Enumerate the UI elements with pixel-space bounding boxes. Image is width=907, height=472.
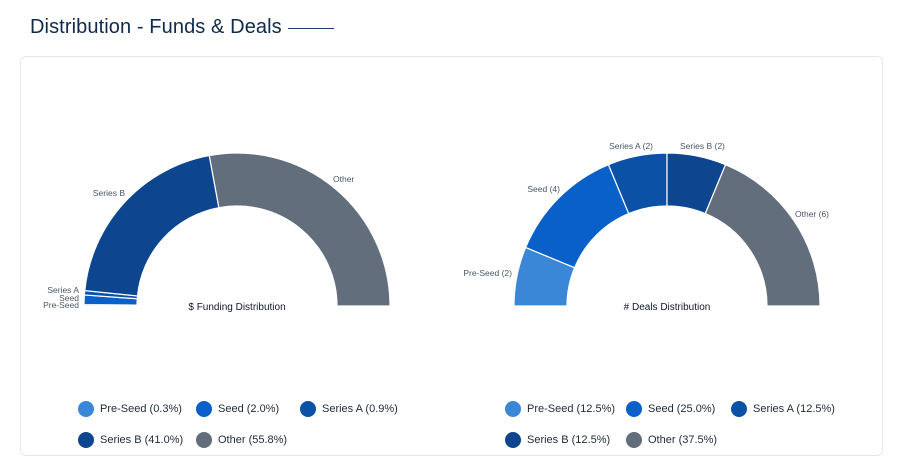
legend-swatch bbox=[196, 401, 212, 417]
slice-label-series-b: Series B bbox=[93, 188, 125, 198]
legend-swatch bbox=[300, 401, 316, 417]
legend-item-other[interactable]: Other (37.5%) bbox=[626, 432, 717, 448]
legend-item-series-a[interactable]: Series A (12.5%) bbox=[731, 401, 835, 417]
chart-title: # Deals Distribution bbox=[624, 302, 711, 313]
legend-label: Pre-Seed (12.5%) bbox=[527, 403, 616, 415]
legend-swatch bbox=[626, 401, 642, 417]
legend-item-other[interactable]: Other (55.8%) bbox=[196, 432, 287, 448]
slice-label-seed: Seed (4) bbox=[527, 184, 560, 194]
legend-label: Other (55.8%) bbox=[218, 434, 288, 446]
legend-item-pre-seed[interactable]: Pre-Seed (0.3%) bbox=[78, 401, 182, 417]
legend-label: Seed (2.0%) bbox=[218, 403, 280, 415]
legend-label: Seed (25.0%) bbox=[648, 403, 716, 415]
slice-label-series-a: Series A bbox=[47, 285, 79, 295]
legend-swatch bbox=[731, 401, 747, 417]
legend-swatch bbox=[78, 432, 94, 448]
page-title: Distribution - Funds & Deals bbox=[30, 16, 334, 39]
legend-swatch bbox=[505, 401, 521, 417]
legend-label: Series A (0.9%) bbox=[322, 403, 398, 415]
legend-item-series-b[interactable]: Series B (41.0%) bbox=[78, 432, 183, 448]
slice-label-series-b: Series B (2) bbox=[680, 141, 725, 151]
legend-label: Pre-Seed (0.3%) bbox=[100, 403, 182, 415]
page-title-text: Distribution - Funds & Deals bbox=[30, 16, 282, 38]
half-donut-chart-2: Pre-Seed (2) Seed (4) Series A (2) Series B… bbox=[463, 141, 829, 313]
slice-label-other: Other bbox=[333, 174, 354, 184]
slice-other[interactable] bbox=[208, 152, 391, 307]
chart-title: $ Funding Distribution bbox=[188, 302, 285, 313]
legend-item-series-a[interactable]: Series A (0.9%) bbox=[300, 401, 398, 417]
legend-item-seed[interactable]: Seed (25.0%) bbox=[626, 401, 715, 417]
legend-swatch bbox=[626, 432, 642, 448]
slice-label-other: Other (6) bbox=[795, 209, 829, 219]
legend-label: Series A (12.5%) bbox=[753, 403, 835, 415]
legend-label: Other (37.5%) bbox=[648, 434, 718, 446]
legend-item-pre-seed[interactable]: Pre-Seed (12.5%) bbox=[505, 401, 615, 417]
slice-other[interactable] bbox=[704, 163, 821, 307]
legend-swatch bbox=[505, 432, 521, 448]
legend-label: Series B (12.5%) bbox=[527, 434, 611, 446]
legend-swatch bbox=[78, 401, 94, 417]
slice-label-pre-seed: Pre-Seed (2) bbox=[463, 268, 512, 278]
slice-label-seed: Seed bbox=[59, 293, 79, 303]
legend-item-seed[interactable]: Seed (2.0%) bbox=[196, 401, 279, 417]
legend-swatch bbox=[196, 432, 212, 448]
distribution-card bbox=[20, 56, 883, 456]
legend-item-series-b[interactable]: Series B (12.5%) bbox=[505, 432, 610, 448]
slice-label-pre-seed: Pre-Seed bbox=[43, 300, 79, 310]
slice-label-series-a: Series A (2) bbox=[609, 141, 653, 151]
title-underline-rule bbox=[287, 28, 334, 29]
legend-label: Series B (41.0%) bbox=[100, 434, 184, 446]
